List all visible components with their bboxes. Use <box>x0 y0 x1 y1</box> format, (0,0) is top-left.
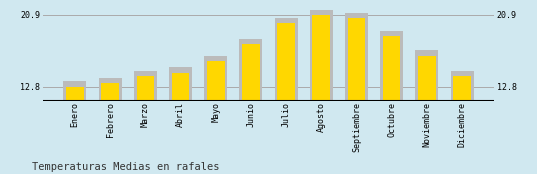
Bar <box>240 39 263 174</box>
Bar <box>274 18 297 174</box>
Bar <box>172 73 190 174</box>
Bar <box>418 56 436 174</box>
Bar <box>242 44 260 174</box>
Bar <box>310 10 333 174</box>
Bar <box>451 71 474 174</box>
Bar <box>383 36 401 174</box>
Bar <box>277 23 295 174</box>
Bar <box>204 56 227 174</box>
Bar <box>345 13 368 174</box>
Bar <box>63 81 86 174</box>
Bar <box>66 87 84 174</box>
Bar <box>99 78 121 174</box>
Bar <box>207 61 224 174</box>
Bar <box>347 18 365 174</box>
Bar <box>416 50 438 174</box>
Bar <box>453 76 471 174</box>
Bar <box>313 15 330 174</box>
Bar <box>169 67 192 174</box>
Bar <box>380 31 403 174</box>
Bar <box>134 71 157 174</box>
Bar <box>101 83 119 174</box>
Text: Temperaturas Medias en rafales: Temperaturas Medias en rafales <box>32 162 220 172</box>
Bar <box>136 76 154 174</box>
